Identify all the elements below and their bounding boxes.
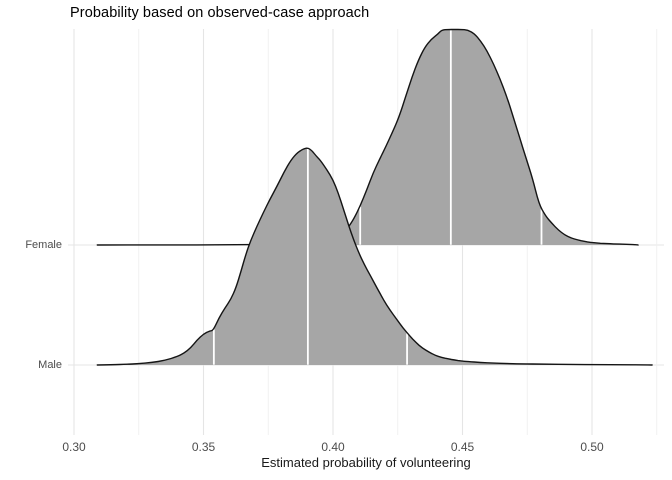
x-axis-title: Estimated probability of volunteering: [261, 455, 471, 470]
x-tick-label-0.45: 0.45: [450, 440, 475, 454]
plot-title: Probability based on observed-case appro…: [70, 5, 370, 21]
x-tick-label-0.40: 0.40: [321, 440, 345, 454]
density-curve-female: [96, 28, 639, 246]
density-area-male: [97, 148, 653, 365]
x-tick-label-0.30: 0.30: [62, 440, 86, 454]
density-area-female: [97, 29, 639, 245]
x-tick-label-0.50: 0.50: [580, 440, 604, 454]
x-tick-label-0.35: 0.35: [191, 440, 216, 454]
y-axis-label-male: Male: [38, 359, 62, 371]
y-axis-label-female: Female: [25, 239, 62, 251]
density-curve-male: [96, 147, 653, 366]
